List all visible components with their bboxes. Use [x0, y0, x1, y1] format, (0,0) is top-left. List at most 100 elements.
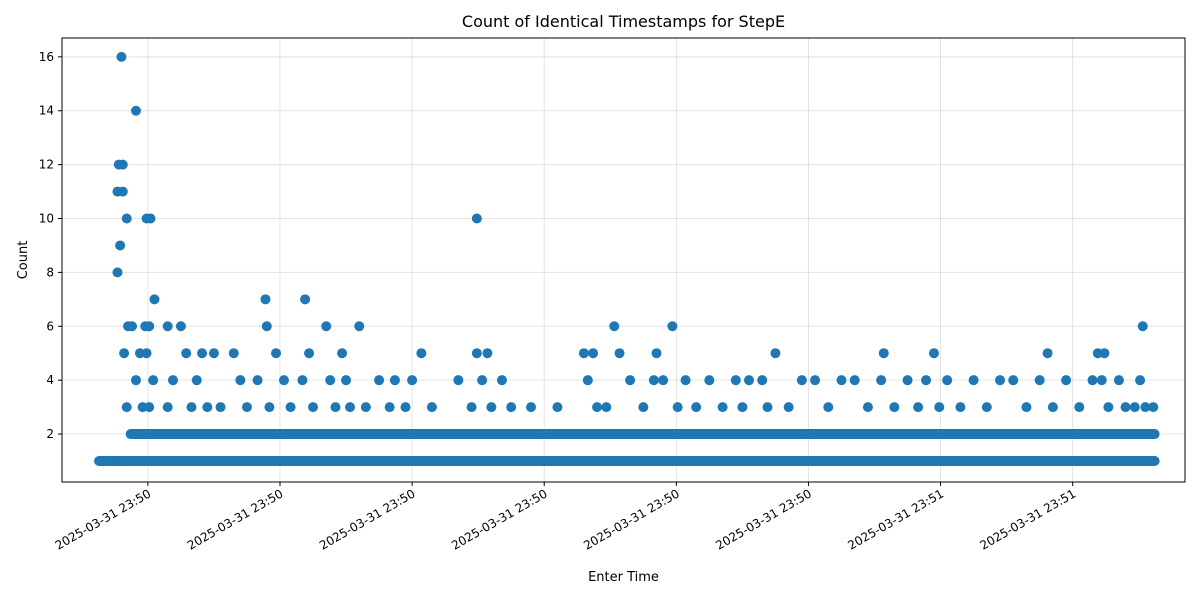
y-tick-label: 10	[39, 212, 54, 226]
data-point	[609, 321, 620, 332]
data-point	[1074, 402, 1085, 413]
data-point	[1096, 375, 1107, 386]
data-point	[325, 375, 336, 386]
data-point	[308, 402, 319, 413]
data-point	[271, 348, 282, 359]
data-point	[526, 402, 537, 413]
data-point	[1135, 375, 1146, 386]
x-tick-label: 2025-03-31 23:50	[185, 486, 286, 552]
x-tick-label: 2025-03-31 23:50	[53, 486, 154, 552]
x-tick-label: 2025-03-31 23:51	[978, 486, 1079, 552]
data-point	[300, 294, 311, 305]
data-point	[477, 375, 488, 386]
data-point	[762, 402, 773, 413]
data-point	[1113, 375, 1124, 386]
data-point	[130, 105, 141, 116]
data-point	[770, 348, 781, 359]
data-point	[486, 402, 497, 413]
data-point	[202, 402, 213, 413]
data-point	[341, 375, 352, 386]
data-point	[552, 402, 563, 413]
data-point	[981, 402, 992, 413]
data-point	[1099, 348, 1110, 359]
data-point	[175, 321, 186, 332]
data-point	[717, 402, 728, 413]
data-point	[127, 321, 138, 332]
y-tick-label: 6	[46, 319, 54, 333]
data-point	[810, 375, 821, 386]
data-point	[407, 375, 418, 386]
data-point	[141, 348, 152, 359]
grid	[62, 38, 1185, 482]
data-point	[297, 375, 308, 386]
data-point	[928, 348, 939, 359]
data-point	[162, 321, 173, 332]
data-point	[704, 375, 715, 386]
data-point	[680, 375, 691, 386]
data-point	[241, 402, 252, 413]
y-tick-label: 4	[46, 373, 54, 387]
data-point	[1047, 402, 1058, 413]
data-point	[942, 375, 953, 386]
data-point	[252, 375, 263, 386]
data-point	[578, 348, 589, 359]
data-point	[1061, 375, 1072, 386]
data-point	[730, 375, 741, 386]
data-point	[321, 321, 332, 332]
data-point	[304, 348, 315, 359]
data-point	[117, 159, 128, 170]
x-axis-label: Enter Time	[588, 570, 659, 585]
data-point	[471, 213, 482, 224]
data-point	[162, 402, 173, 413]
data-point	[278, 375, 289, 386]
data-point	[384, 402, 395, 413]
data-point	[625, 375, 636, 386]
data-point	[471, 348, 482, 359]
data-point	[186, 402, 197, 413]
data-point	[638, 402, 649, 413]
data-point	[208, 348, 219, 359]
x-tick-label: 2025-03-31 23:50	[713, 486, 814, 552]
data-point	[496, 375, 507, 386]
data-point	[582, 375, 593, 386]
data-point	[235, 375, 246, 386]
data-point	[1008, 375, 1019, 386]
data-point	[119, 348, 130, 359]
data-point	[345, 402, 356, 413]
data-point	[995, 375, 1006, 386]
data-point	[285, 402, 296, 413]
data-point	[1137, 321, 1148, 332]
data-point	[506, 402, 517, 413]
data-point	[109, 455, 120, 466]
data-point	[878, 348, 889, 359]
data-point	[260, 294, 271, 305]
data-point	[592, 402, 603, 413]
data-point	[121, 213, 132, 224]
data-point	[1129, 402, 1140, 413]
data-point	[354, 321, 365, 332]
data-point	[651, 348, 662, 359]
data-point	[783, 402, 794, 413]
data-point	[115, 240, 126, 251]
axis-ticks: 2 4 6 8 10 12 14 16 2025-03-31 23:50 2025-03-31 2…	[39, 50, 1078, 553]
data-point	[1148, 402, 1159, 413]
data-point	[374, 375, 385, 386]
data-point	[934, 402, 945, 413]
x-tick-label: 2025-03-31 23:50	[317, 486, 418, 552]
x-tick-label: 2025-03-31 23:50	[449, 486, 550, 552]
y-tick-label: 12	[39, 158, 54, 172]
data-point	[672, 402, 683, 413]
data-point	[261, 321, 272, 332]
data-point	[197, 348, 208, 359]
data-point	[144, 402, 155, 413]
data-point	[130, 375, 141, 386]
data-point	[426, 402, 437, 413]
data-point	[167, 375, 178, 386]
chart-title: Count of Identical Timestamps for StepE	[462, 12, 785, 31]
data-point	[744, 375, 755, 386]
data-point	[889, 402, 900, 413]
data-point	[796, 375, 807, 386]
data-point	[876, 375, 887, 386]
